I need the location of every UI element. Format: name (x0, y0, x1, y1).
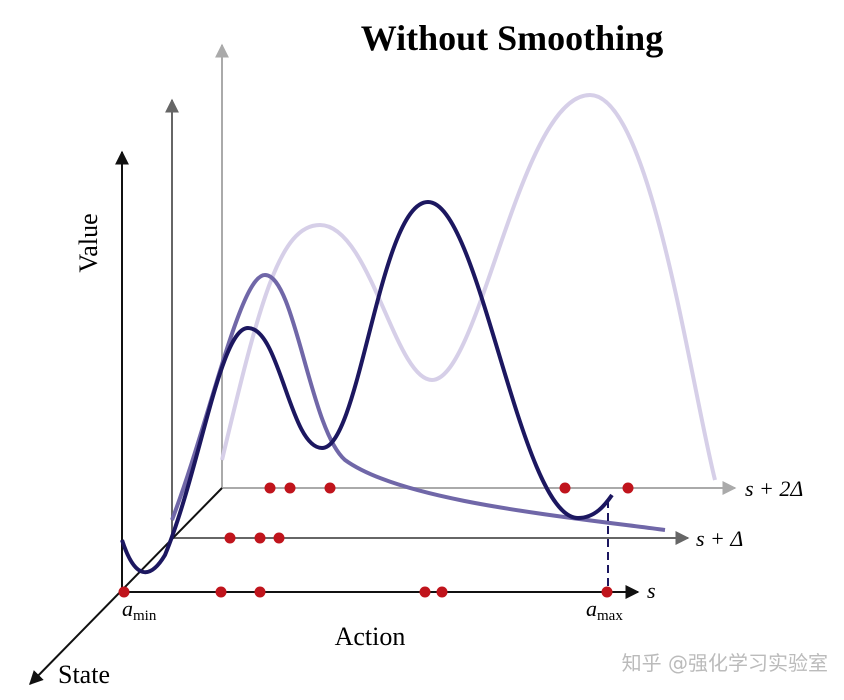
value-axis-label: Value (74, 213, 103, 272)
action-min: amin (122, 596, 157, 624)
axis (29, 487, 223, 686)
state-label: s + 2Δ (745, 476, 803, 501)
title: Without Smoothing (361, 18, 663, 58)
action-axis-label: Action (335, 622, 406, 651)
curve (120, 199, 614, 575)
curve (170, 272, 666, 532)
watermark: 知乎 @强化学习实验室 (622, 651, 828, 675)
sample-points (118, 482, 634, 598)
curve (220, 92, 717, 481)
state-label: s (647, 578, 656, 603)
state-label: s + Δ (696, 526, 743, 551)
state-axis-label: State (58, 660, 110, 689)
action-max: amax (586, 596, 623, 624)
